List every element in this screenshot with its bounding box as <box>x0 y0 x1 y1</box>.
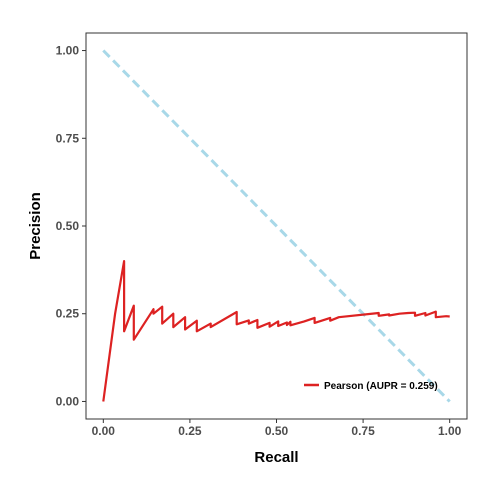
x-tick-label: 0.75 <box>351 424 375 438</box>
y-axis-title: Precision <box>27 192 44 260</box>
x-tick-label: 1.00 <box>438 424 462 438</box>
legend: Pearson (AUPR = 0.259) <box>304 381 438 392</box>
x-tick-label: 0.25 <box>178 424 202 438</box>
x-tick-label: 0.00 <box>92 424 116 438</box>
y-tick-label: 0.00 <box>56 394 80 408</box>
series-layer <box>102 49 451 403</box>
x-axis-title: Recall <box>254 449 298 466</box>
baseline-dashed-line <box>102 49 451 403</box>
x-axis: 0.00 0.25 0.50 0.75 1.00 <box>92 419 462 438</box>
y-tick-label: 0.50 <box>56 219 80 233</box>
y-axis: 0.00 0.25 0.50 0.75 1.00 <box>56 44 86 408</box>
series-line-pearson <box>102 260 450 402</box>
y-tick-label: 1.00 <box>56 44 80 58</box>
y-tick-label: 0.25 <box>56 307 80 321</box>
x-tick-label: 0.50 <box>265 424 289 438</box>
y-tick-label: 0.75 <box>56 131 80 145</box>
legend-label-pearson: Pearson (AUPR = 0.259) <box>324 381 438 392</box>
